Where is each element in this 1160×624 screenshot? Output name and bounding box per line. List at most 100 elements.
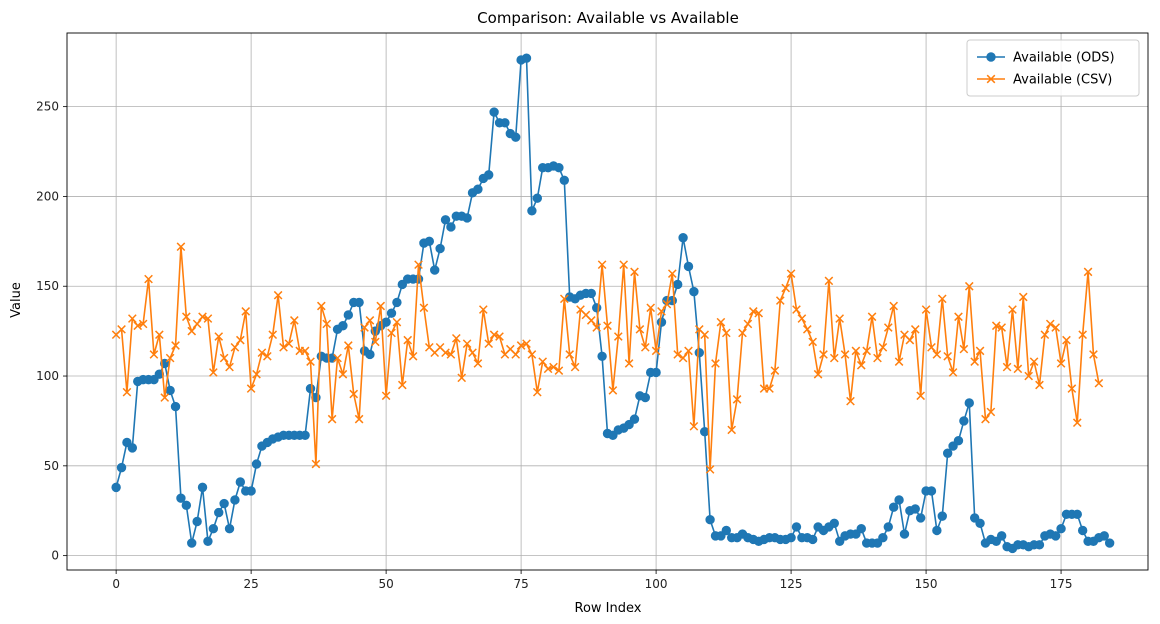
data-point: [975, 518, 985, 529]
data-point: [451, 333, 461, 343]
data-point: [559, 175, 570, 185]
data-point: [214, 507, 224, 518]
data-point: [111, 482, 121, 493]
data-point: [160, 393, 170, 402]
data-point: [532, 193, 543, 203]
data-point: [1104, 538, 1115, 548]
y-tick-label: 150: [36, 279, 59, 293]
data-point: [1056, 359, 1066, 368]
series-layer: [111, 53, 1115, 554]
data-point: [219, 353, 229, 363]
data-point: [500, 118, 510, 128]
data-point: [511, 132, 521, 142]
data-point: [873, 353, 882, 363]
data-point: [667, 269, 677, 278]
data-point: [198, 312, 207, 322]
data-point: [883, 323, 893, 332]
data-point: [915, 513, 926, 523]
data-point: [1089, 350, 1098, 359]
data-point: [1045, 319, 1055, 329]
data-point: [381, 391, 391, 401]
x-tick-label: 0: [112, 577, 120, 591]
data-point: [624, 359, 634, 368]
data-point: [970, 357, 980, 366]
data-point: [543, 364, 553, 374]
data-point: [646, 303, 656, 313]
data-point: [656, 317, 667, 327]
data-point: [349, 389, 359, 399]
data-point: [225, 362, 234, 372]
data-point: [554, 366, 564, 375]
data-point: [937, 511, 947, 521]
data-point: [1062, 335, 1071, 345]
data-point: [927, 342, 936, 352]
data-point: [1035, 380, 1044, 390]
data-point: [219, 498, 229, 509]
data-point: [700, 330, 710, 340]
data-point: [721, 328, 731, 338]
data-point: [354, 414, 364, 424]
data-point: [997, 323, 1007, 332]
data-point: [554, 162, 564, 173]
data-point: [991, 321, 1001, 331]
data-point: [408, 351, 418, 361]
data-point: [338, 369, 348, 379]
data-point: [251, 459, 262, 469]
data-point: [182, 312, 191, 322]
grid: [67, 33, 1148, 570]
x-tick-label: 175: [1050, 577, 1073, 591]
data-point: [473, 359, 483, 368]
data-point: [765, 384, 774, 393]
data-point: [910, 504, 920, 514]
data-point: [597, 351, 607, 361]
data-point: [878, 532, 888, 543]
data-point: [738, 328, 747, 338]
plot-frame: [66, 32, 1149, 571]
data-point: [964, 398, 974, 408]
data-point: [640, 392, 650, 403]
data-point: [1094, 378, 1104, 388]
data-point: [996, 531, 1007, 541]
data-point: [360, 323, 369, 332]
data-point: [343, 341, 353, 350]
data-point: [651, 367, 661, 378]
data-point: [230, 342, 240, 352]
data-point: [392, 297, 402, 308]
data-point: [241, 307, 251, 316]
data-point: [376, 301, 386, 311]
data-point: [203, 314, 213, 323]
data-point: [899, 529, 910, 539]
data-point: [699, 427, 710, 437]
data-point: [300, 430, 310, 441]
data-point: [835, 314, 845, 323]
data-point: [381, 317, 391, 327]
data-point: [662, 299, 672, 309]
data-point: [851, 346, 861, 356]
x-tick-label: 125: [780, 577, 803, 591]
data-point: [387, 328, 396, 338]
x-tick-label: 50: [378, 577, 393, 591]
data-point: [246, 486, 256, 496]
data-point: [149, 350, 159, 359]
data-point: [230, 495, 240, 505]
data-point: [354, 297, 364, 308]
data-point: [889, 301, 899, 311]
data-point: [592, 323, 602, 332]
data-point: [937, 294, 947, 304]
data-point: [300, 346, 310, 356]
data-point: [311, 459, 321, 469]
data-point: [144, 274, 153, 284]
data-point: [829, 518, 839, 529]
x-tick-label: 25: [243, 577, 258, 591]
data-point: [867, 312, 877, 322]
data-point: [478, 305, 488, 314]
data-point: [926, 486, 937, 496]
data-point: [386, 308, 397, 318]
chart-title: Comparison: Available vs Available: [477, 9, 739, 27]
data-point: [538, 357, 548, 366]
data-point: [392, 317, 402, 327]
data-point: [673, 350, 683, 359]
data-point: [440, 215, 451, 225]
data-point: [619, 260, 629, 270]
data-point: [1050, 531, 1061, 541]
